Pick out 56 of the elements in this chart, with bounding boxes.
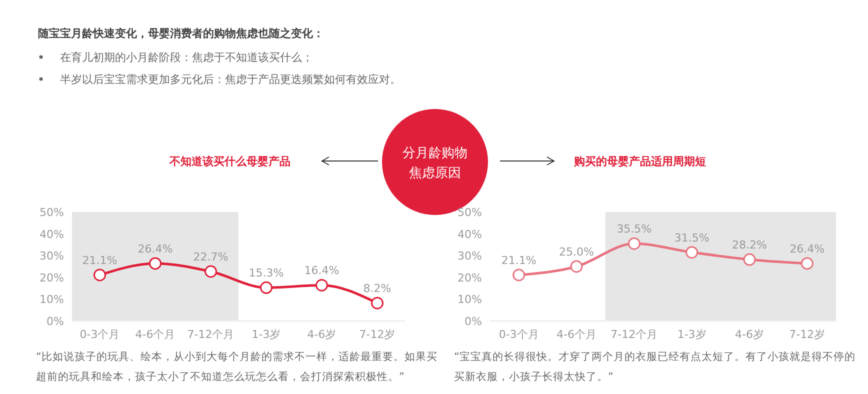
- data-label: 16.4%: [304, 264, 340, 278]
- x-tick-label: 7-12岁: [789, 328, 826, 341]
- data-label: 21.1%: [501, 254, 536, 267]
- y-tick-label: 50%: [458, 206, 482, 219]
- data-label: 15.3%: [248, 266, 284, 280]
- y-tick-label: 10%: [40, 293, 64, 306]
- point: [743, 253, 756, 266]
- data-label: 22.7%: [193, 250, 228, 264]
- y-tick-label: 40%: [458, 228, 482, 241]
- data-label: 26.4%: [790, 242, 825, 256]
- point: [94, 268, 106, 282]
- point: [628, 237, 640, 250]
- text: 随宝宝月龄快速变化，母婴消费者的购物焦虑也随之变化：: [38, 27, 324, 40]
- y-tick-label: 30%: [40, 250, 64, 263]
- point: [512, 268, 526, 282]
- text: 在育儿初期的小月龄阶段：焦虑于不知道该买什么；: [60, 51, 313, 64]
- y-tick-label: 0%: [464, 315, 482, 328]
- chart-title: 不知道该买什么母婴产品: [168, 155, 290, 168]
- text: “比如说孩子的玩具、绘本，从小到大每个月龄的需求不一样，适龄最重要。如果买超前的玩具和绘本，孩子太小了不知道怎么玩怎么看，会打消探索积极性。”: [36, 350, 438, 383]
- x-tick-label: 7-12个月: [187, 328, 234, 341]
- point: [686, 246, 698, 259]
- x-tick-label: 4-6岁: [307, 328, 336, 341]
- text: 分月龄购物焦虑原因: [402, 146, 468, 181]
- point: [316, 279, 328, 292]
- x-tick-label: 4-6岁: [735, 328, 764, 341]
- x-tick-label: 4-6个月: [556, 328, 596, 341]
- x-tick-label: 0-3个月: [80, 328, 120, 341]
- x-tick-label: 1-3岁: [677, 328, 706, 341]
- point: [260, 281, 272, 294]
- y-tick-label: 20%: [40, 271, 64, 284]
- text: 半岁以后宝宝需求更加多元化后：焦虑于产品更迭频繁如何有效应对。: [60, 73, 401, 86]
- x-tick-label: 7-12个月: [610, 328, 658, 341]
- chart-title: 购买的母婴产品适用周期短: [573, 155, 706, 168]
- x-tick-label: 1-3岁: [252, 328, 281, 341]
- text: “宝宝真的长得很快。才穿了两个月的衣服已经有点太短了。有了小孩就是得不停的买新衣服，小孩子长得太快了。”: [454, 350, 856, 383]
- y-tick-label: 10%: [458, 293, 482, 306]
- point: [570, 260, 583, 273]
- y-tick-label: 20%: [458, 271, 482, 284]
- y-tick-label: 0%: [46, 315, 64, 328]
- x-tick-label: 0-3个月: [498, 328, 539, 341]
- data-label: 8.2%: [363, 282, 392, 296]
- y-tick-label: 50%: [40, 206, 64, 219]
- x-tick-label: 7-12岁: [359, 328, 396, 341]
- point: [149, 257, 162, 270]
- y-tick-label: 30%: [458, 250, 482, 263]
- point: [371, 296, 384, 310]
- data-label: 28.2%: [732, 238, 767, 252]
- data-label: 35.5%: [616, 222, 652, 236]
- x-tick-label: 4-6个月: [135, 328, 176, 341]
- y-tick-label: 40%: [40, 228, 64, 241]
- data-label: 25.0%: [559, 246, 594, 258]
- data-label: 21.1%: [82, 254, 118, 267]
- point: [204, 265, 217, 278]
- data-label: 31.5%: [674, 231, 710, 244]
- point: [800, 257, 814, 270]
- data-label: 26.4%: [138, 242, 173, 256]
